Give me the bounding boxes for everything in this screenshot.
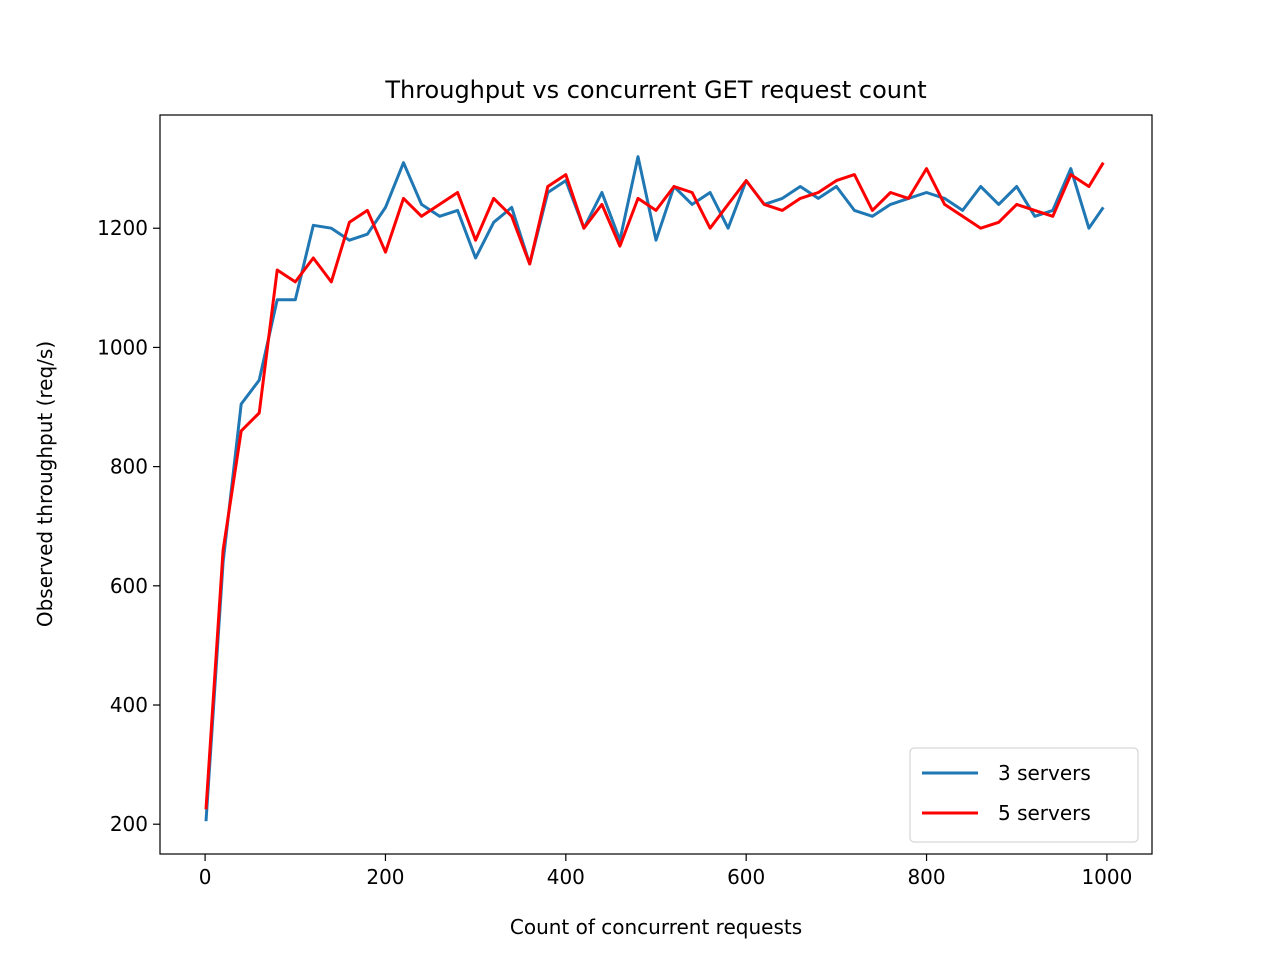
legend-label-3-servers: 3 servers bbox=[998, 761, 1091, 785]
x-tick-label: 1000 bbox=[1081, 865, 1132, 889]
plot-frame bbox=[159, 114, 1153, 855]
chart-title: Throughput vs concurrent GET request cou… bbox=[384, 76, 926, 104]
x-tick-label: 800 bbox=[907, 865, 945, 889]
x-axis: 0 200 400 600 800 1000 bbox=[199, 854, 1132, 889]
y-tick-label: 600 bbox=[110, 574, 148, 598]
x-tick-label: 200 bbox=[366, 865, 404, 889]
legend-label-5-servers: 5 servers bbox=[998, 801, 1091, 825]
y-tick-label: 800 bbox=[110, 455, 148, 479]
series-line-5-servers bbox=[204, 161, 1105, 810]
y-axis: 200 400 600 800 1000 1200 bbox=[97, 216, 160, 836]
y-tick-label: 200 bbox=[110, 812, 148, 836]
legend: 3 servers 5 servers bbox=[909, 747, 1139, 843]
x-tick-label: 600 bbox=[727, 865, 765, 889]
y-tick-label: 1000 bbox=[97, 335, 148, 359]
x-axis-title: Count of concurrent requests bbox=[510, 915, 802, 939]
x-tick-label: 400 bbox=[547, 865, 585, 889]
series-line-3-servers bbox=[204, 155, 1105, 822]
x-tick-label: 0 bbox=[199, 865, 212, 889]
y-axis-title: Observed throughput (req/s) bbox=[33, 341, 57, 627]
series-layer bbox=[204, 155, 1105, 822]
y-tick-label: 1200 bbox=[97, 216, 148, 240]
y-tick-label: 400 bbox=[110, 693, 148, 717]
